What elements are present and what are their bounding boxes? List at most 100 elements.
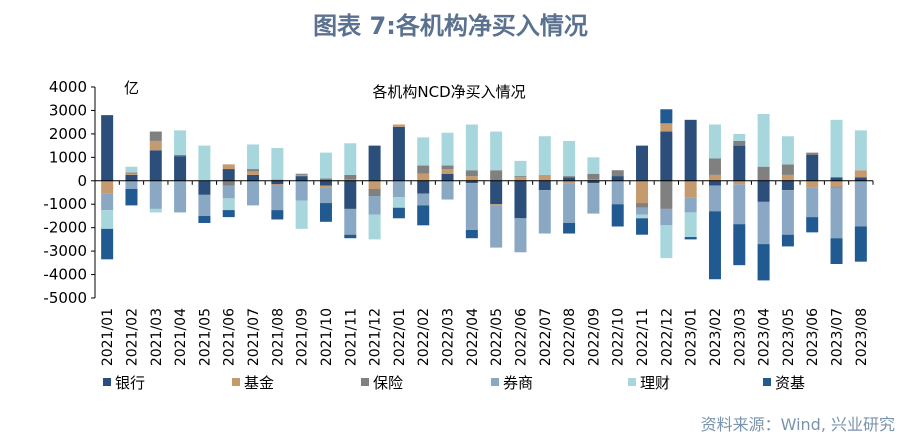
bar-segment — [125, 188, 138, 206]
bar-segment — [392, 124, 405, 127]
bar-segment — [441, 165, 454, 170]
x-tick-label: 2023/04 — [757, 308, 773, 366]
x-tick-label: 2023/02 — [708, 308, 724, 366]
bar-segment — [490, 205, 503, 248]
y-tick-label: -3000 — [43, 242, 87, 260]
bar-segment — [441, 173, 454, 181]
bar-segment — [295, 176, 308, 181]
bar-segment — [441, 169, 454, 174]
x-tick-label: 2021/05 — [197, 308, 213, 366]
x-tick-label: 2021/11 — [343, 308, 359, 366]
bar-segment — [806, 217, 819, 233]
bar-segment — [149, 131, 162, 141]
bar-segment — [319, 178, 332, 181]
bar-segment — [465, 183, 478, 231]
bar-segment — [198, 215, 211, 223]
legend-swatch — [361, 378, 369, 386]
bar-segment — [757, 201, 770, 245]
y-tick-label: 4000 — [49, 78, 87, 96]
bar-segment — [830, 186, 843, 188]
bar-segment — [708, 158, 721, 175]
bar-segment — [538, 190, 551, 234]
bar-segment — [636, 207, 649, 215]
bar-segment — [125, 180, 138, 189]
bar-segment — [465, 170, 478, 177]
x-tick-label: 2022/09 — [586, 308, 602, 366]
y-tick-label: -2000 — [43, 219, 87, 237]
bar-segment — [392, 180, 405, 198]
bar-segment — [757, 244, 770, 281]
bar-segment — [830, 180, 843, 187]
y-tick-label: 0 — [77, 172, 87, 190]
bar-segment — [417, 193, 430, 206]
bar-segment — [587, 183, 600, 214]
bar-segment — [490, 180, 503, 205]
bar-segment — [636, 203, 649, 208]
x-tick-label: 2021/02 — [124, 308, 140, 366]
x-tick-label: 2022/02 — [416, 308, 432, 366]
bar-segment — [733, 224, 746, 266]
bar-segment — [368, 145, 381, 181]
bar-segment — [708, 124, 721, 159]
bar-segment — [319, 180, 332, 186]
bar-segment — [854, 180, 867, 227]
bar-segment — [344, 208, 357, 235]
y-tick-label: -5000 — [43, 289, 87, 307]
bar-segment — [660, 109, 673, 124]
bar-segment — [757, 113, 770, 167]
source-note: 资料来源：Wind, 兴业研究 — [700, 415, 895, 434]
bar-segment — [417, 165, 430, 174]
legend-swatch — [103, 378, 111, 386]
x-tick-label: 2021/06 — [222, 308, 238, 366]
x-tick-label: 2023/07 — [830, 308, 846, 366]
bar-segment — [465, 230, 478, 239]
bar-segment — [198, 145, 211, 181]
x-tick-label: 2021/09 — [295, 308, 311, 366]
bar-segment — [611, 180, 624, 205]
bar-segment — [174, 180, 187, 213]
bar-segment — [222, 210, 235, 218]
bar-segment — [563, 140, 576, 177]
bar-segment — [781, 174, 794, 181]
bar-segment — [806, 152, 819, 155]
bar-segment — [563, 180, 576, 184]
bar-segment — [854, 130, 867, 171]
y-tick-label: 1000 — [49, 148, 87, 166]
x-tick-label: 2021/04 — [173, 308, 189, 366]
bar-segment — [149, 208, 162, 213]
bar-segment — [781, 164, 794, 175]
bar-segment — [708, 185, 721, 212]
bar-segment — [684, 212, 697, 238]
x-tick-label: 2021/01 — [100, 308, 116, 366]
y-tick-label: -4000 — [43, 266, 87, 284]
bar-segment — [684, 237, 697, 240]
bar-segment — [514, 180, 527, 219]
bar-segment — [538, 180, 551, 191]
bar-segment — [781, 180, 794, 191]
bar-segment — [854, 226, 867, 262]
bar-segment — [587, 180, 600, 184]
bar-segment — [198, 180, 211, 195]
x-tick-label: 2022/11 — [635, 308, 651, 366]
x-tick-label: 2021/12 — [368, 308, 384, 366]
legend-label: 券商 — [503, 374, 533, 392]
x-tick-label: 2023/06 — [805, 308, 821, 366]
bar-segment — [344, 143, 357, 175]
bar-segment — [368, 180, 381, 189]
bar-segment — [247, 174, 260, 181]
bar-segment — [636, 214, 649, 219]
bar-segment — [319, 152, 332, 179]
bar-segment — [149, 180, 162, 209]
x-tick-label: 2021/10 — [319, 308, 335, 366]
bar-segment — [247, 144, 260, 170]
x-tick-label: 2022/12 — [659, 308, 675, 366]
legend-swatch — [763, 378, 771, 386]
bar-segment — [806, 154, 819, 181]
bar-segment — [295, 174, 308, 177]
x-tick-label: 2021/07 — [246, 308, 262, 366]
bar-segment — [271, 210, 284, 220]
bar-segment — [611, 176, 624, 181]
legend-label: 基金 — [244, 374, 274, 392]
bar-segment — [247, 169, 260, 172]
